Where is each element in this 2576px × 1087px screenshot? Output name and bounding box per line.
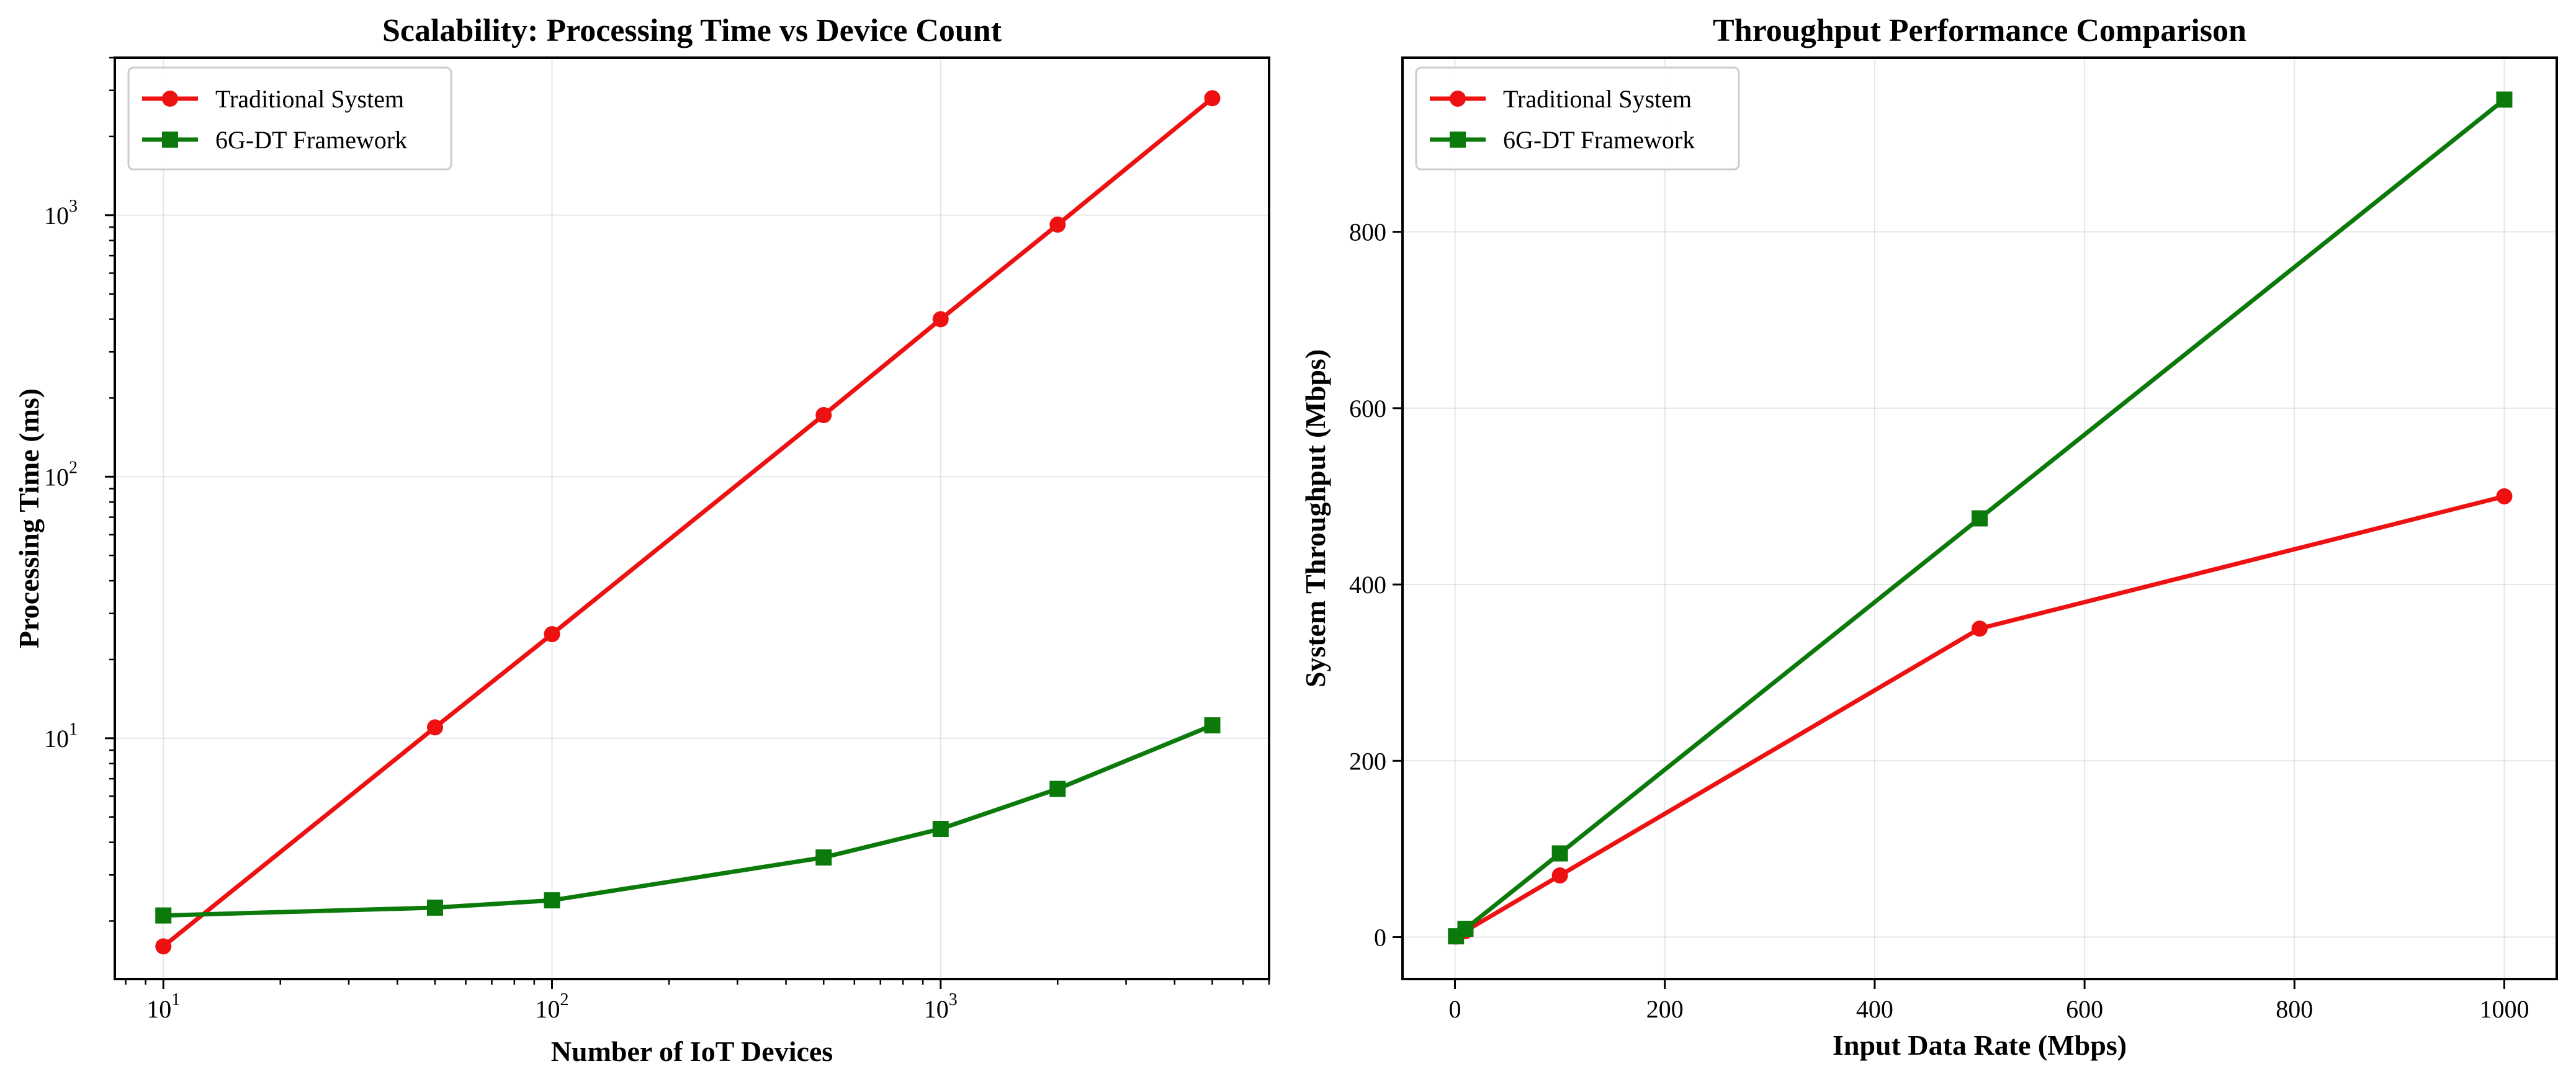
- chart-1-series-2-point: [815, 849, 832, 866]
- chart-panel-throughput: 0 200 400 600 800 1000 0 200 400 600 800 Traditiona…: [1299, 13, 2558, 1061]
- chart-1-series-2: [155, 717, 1221, 924]
- chart-2-series-2-point: [2496, 91, 2513, 108]
- chart-2-x-tick-label: 0: [1449, 995, 1461, 1023]
- chart-1-series-1-point: [1049, 217, 1066, 233]
- chart-2-series-2-point: [1457, 921, 1474, 937]
- chart-panel-scalability: 101 102 103 101 102 103 Traditional System 6G-D…: [13, 13, 1270, 1067]
- chart-2-y-tick-label: 200: [1349, 747, 1386, 775]
- chart-1-legend-marker: [162, 91, 178, 107]
- chart-2-legend-label: 6G-DT Framework: [1503, 126, 1695, 154]
- chart-2-legend-marker: [1450, 91, 1466, 107]
- chart-1-series-1: [155, 90, 1221, 955]
- chart-1-legend-label: 6G-DT Framework: [215, 126, 407, 154]
- chart-1-series-2-point: [426, 899, 443, 916]
- chart-1-legend-label: Traditional System: [215, 85, 404, 113]
- chart-1-series-2-point: [544, 892, 560, 909]
- chart-2-grid: [1402, 58, 2557, 979]
- chart-2-legend-box: [1415, 66, 1740, 171]
- chart-1-legend-box: [127, 66, 452, 171]
- chart-2-series-2-point: [1972, 510, 1988, 527]
- chart-2-x-tick-label: 200: [1646, 995, 1684, 1023]
- chart-2-title: Throughput Performance Comparison: [1713, 13, 2246, 48]
- chart-1-series-2-point: [932, 821, 949, 838]
- chart-2-y-tick-label: 600: [1349, 395, 1386, 423]
- chart-1-series-2-point: [1049, 781, 1066, 797]
- chart-1-series-1-point: [932, 311, 949, 328]
- chart-2-y-axis-label: System Throughput (Mbps): [1299, 349, 1331, 687]
- chart-1-series-2-point: [1204, 717, 1221, 734]
- chart-2-series-1-point: [2496, 488, 2513, 504]
- chart-1-axes-frame: [114, 56, 1270, 980]
- chart-2-x-tick-label: 600: [2066, 995, 2103, 1023]
- chart-2-series-2: [1448, 91, 2513, 945]
- chart-2-axes-frame: [1401, 56, 2558, 980]
- chart-2-legend-marker: [1450, 132, 1466, 148]
- chart-2-x-tick-label: 400: [1856, 995, 1893, 1023]
- chart-1-x-axis-label: Number of IoT Devices: [551, 1036, 833, 1067]
- chart-2-y-tick-label: 400: [1349, 571, 1386, 599]
- chart-1-series-1-point: [426, 719, 443, 736]
- chart-1-y-tick-label: 101: [44, 720, 78, 753]
- chart-1-grid: [115, 58, 1269, 979]
- chart-2-legend: Traditional System 6G-DT Framework: [1415, 66, 1740, 171]
- chart-2-series-2-point: [1551, 845, 1568, 862]
- chart-2-x-axis-label: Input Data Rate (Mbps): [1833, 1029, 2127, 1061]
- chart-1-series-1-point: [1204, 90, 1221, 107]
- chart-1-x-tick-label: 101: [146, 990, 180, 1023]
- chart-1-series-2-point: [155, 907, 172, 924]
- chart-1-legend: Traditional System 6G-DT Framework: [127, 66, 452, 171]
- chart-1-y-tick-label: 102: [44, 458, 78, 491]
- chart-1-series-1-point: [155, 938, 172, 955]
- chart-2-x-tick-label: 1000: [2479, 995, 2529, 1023]
- chart-2-series-1-point: [1972, 620, 1988, 637]
- chart-2-legend-label: Traditional System: [1503, 85, 1692, 113]
- chart-1-series-1-point: [544, 626, 560, 643]
- chart-1-title: Scalability: Processing Time vs Device C…: [382, 13, 1002, 48]
- chart-1-x-tick-label: 102: [535, 990, 568, 1023]
- chart-1-y-tick-label: 103: [44, 197, 78, 230]
- chart-2-x-tick-label: 800: [2276, 995, 2313, 1023]
- chart-1-y-axis-label: Processing Time (ms): [13, 388, 45, 648]
- chart-1-legend-marker: [162, 132, 178, 148]
- chart-1-series-1-point: [815, 407, 832, 424]
- chart-2-y-tick-label: 0: [1374, 924, 1386, 952]
- chart-2-series-1-point: [1551, 867, 1568, 884]
- chart-1-x-tick-label: 103: [924, 990, 958, 1023]
- chart-2-y-tick-label: 800: [1349, 218, 1386, 246]
